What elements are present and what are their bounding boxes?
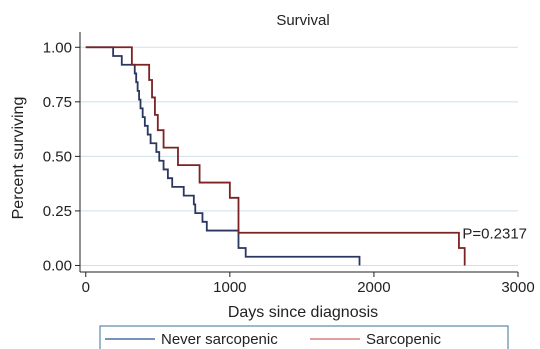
x-axis-label: Days since diagnosis [228,304,378,321]
chart-title: Survival [276,12,329,29]
legend-label-never-sarcopenic: Never sarcopenic [161,331,278,348]
series-group [85,46,466,266]
y-axis-label: Percent surviving [10,97,27,220]
y-tick-label-4: 1.00 [43,39,72,56]
y-tick-label-2: 0.50 [43,148,72,165]
legend: Never sarcopenic Sarcopenic [99,325,509,349]
x-tick-label-1: 1000 [213,279,246,296]
series-line-never-sarcopenic [85,46,361,266]
legend-box [99,325,509,349]
x-tick-label-2: 2000 [357,279,390,296]
y-tick-label-1: 0.25 [43,203,72,220]
axes: 0.00 0.25 0.50 0.75 1.00 0 1000 2000 3000 [43,32,535,296]
y-tick-label-0: 0.00 [43,257,72,274]
series-line-sarcopenic [85,46,466,266]
legend-label-sarcopenic: Sarcopenic [366,331,442,348]
x-tick-label-0: 0 [82,279,90,296]
p-value-annotation: P=0.2317 [462,226,527,243]
x-tick-label-3: 3000 [501,279,534,296]
y-tick-label-3: 0.75 [43,94,72,111]
grid-lines [80,46,518,266]
